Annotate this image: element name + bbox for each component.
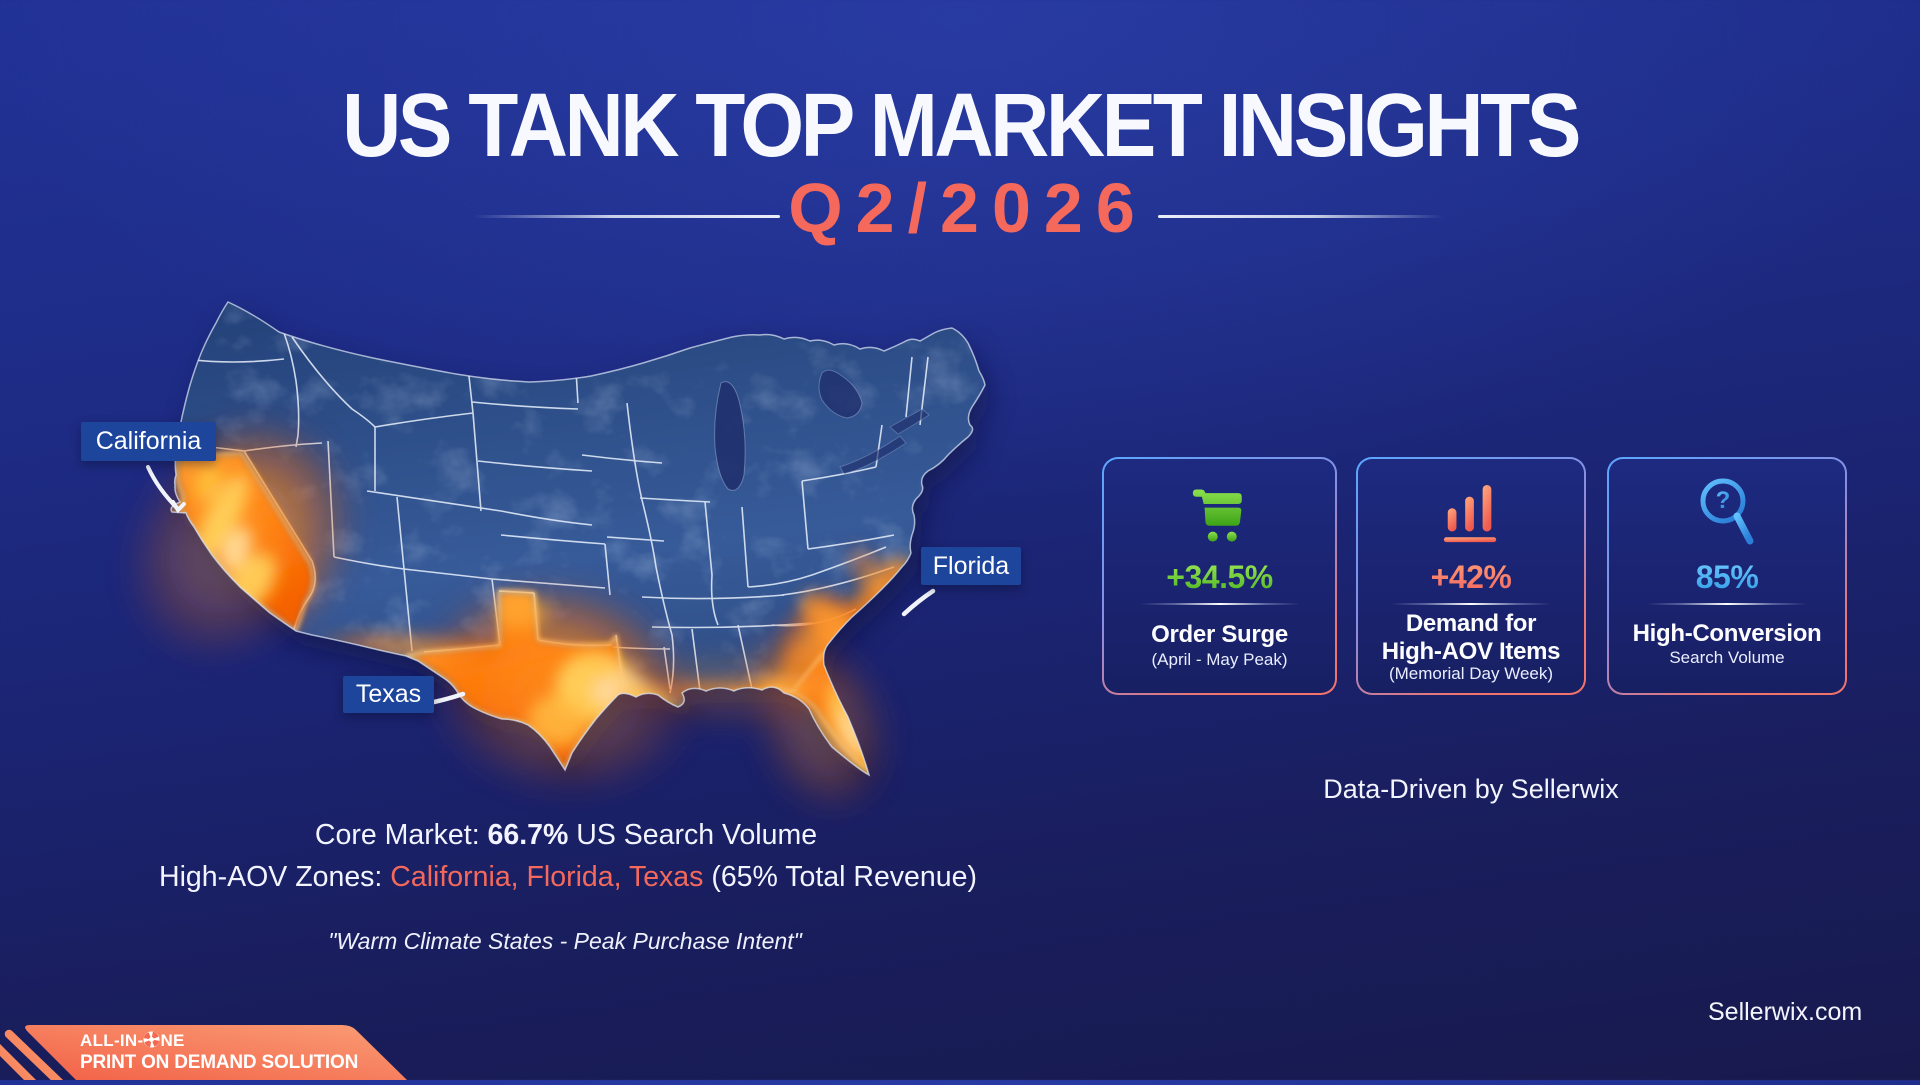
svg-text:?: ? <box>1716 487 1731 514</box>
